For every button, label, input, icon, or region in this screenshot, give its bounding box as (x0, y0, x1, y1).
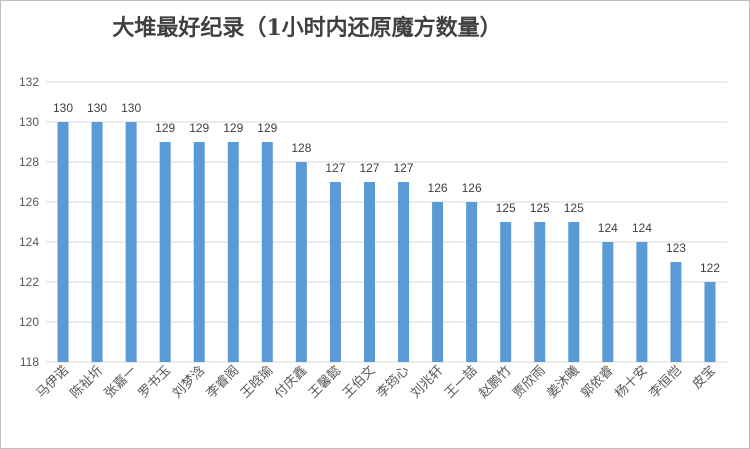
x-category-label: 罗书玉 (136, 363, 174, 401)
x-category-label: 陈祉圻 (67, 363, 106, 402)
bar (91, 122, 103, 362)
x-category-label: 李恒恺 (647, 363, 685, 401)
y-tick-label: 122 (19, 275, 39, 289)
bar (295, 162, 307, 362)
data-label: 129 (189, 121, 209, 135)
bar (636, 242, 648, 362)
bar (568, 222, 580, 362)
y-tick-label: 132 (19, 75, 39, 89)
data-label: 127 (359, 161, 379, 175)
data-label: 129 (257, 121, 277, 135)
y-tick-label: 128 (19, 155, 39, 169)
y-axis-ticks: 118 120 122 124 126 128 130 132 (19, 75, 39, 369)
x-category-label: 王晗瑜 (237, 363, 276, 402)
data-label: 128 (291, 141, 311, 155)
x-category-label: 贾欣雨 (510, 363, 548, 401)
data-label: 129 (223, 121, 243, 135)
y-tick-label: 120 (19, 315, 39, 329)
x-category-label: 李睿阁 (204, 363, 242, 401)
bars (57, 122, 716, 362)
data-label: 130 (121, 101, 141, 115)
data-label: 125 (496, 201, 516, 215)
bar (363, 182, 375, 362)
bar (261, 142, 273, 362)
data-label: 129 (155, 121, 175, 135)
data-label: 127 (394, 161, 414, 175)
bar (398, 182, 410, 362)
x-category-label: 张嘉一 (102, 363, 140, 401)
data-label: 130 (53, 101, 73, 115)
data-label: 124 (598, 221, 618, 235)
y-tick-label: 126 (19, 195, 39, 209)
data-label: 125 (530, 201, 550, 215)
bar (466, 202, 478, 362)
bar (500, 222, 512, 362)
data-labels: 130 130 130 129 129 129 129 128 127 127 127 126 126 1… (53, 101, 720, 275)
x-category-label: 姜沐曦 (544, 363, 583, 402)
y-tick-label: 118 (20, 355, 39, 369)
bar (227, 142, 239, 362)
data-label: 126 (428, 181, 448, 195)
x-category-label: 王伯文 (340, 363, 378, 401)
data-label: 122 (700, 261, 720, 275)
bar (670, 262, 682, 362)
x-category-label: 马伊诺 (34, 363, 72, 401)
y-tick-label: 124 (19, 235, 39, 249)
x-category-label: 李筠心 (373, 363, 412, 402)
bar (125, 122, 137, 362)
gridlines (46, 81, 727, 363)
bar (193, 142, 205, 362)
x-category-label: 付庆鑫 (271, 363, 310, 402)
x-category-label: 赵鹏竹 (476, 363, 514, 401)
y-tick-label: 130 (19, 115, 39, 129)
x-category-label: 刘梦浛 (169, 363, 208, 402)
x-category-label: 杨十安 (613, 363, 651, 401)
bar (57, 122, 69, 362)
data-label: 126 (462, 181, 482, 195)
chart-title: 大堆最好纪录（1小时内还原魔方数量） (112, 15, 501, 41)
bar (329, 182, 341, 362)
x-category-label: 王一喆 (442, 363, 480, 401)
bar (534, 222, 546, 362)
data-label: 124 (632, 221, 652, 235)
bar (432, 202, 444, 362)
x-axis-categories: 马伊诺陈祉圻张嘉一罗书玉刘梦浛李睿阁王晗瑜付庆鑫王馨懿王伯文李筠心刘兆轩王一喆赵… (34, 363, 719, 402)
data-label: 123 (666, 241, 686, 255)
x-category-label: 王馨懿 (305, 363, 344, 402)
x-category-label: 皮宝 (690, 363, 719, 392)
data-label: 130 (87, 101, 107, 115)
bar (159, 142, 171, 362)
bar (602, 242, 614, 362)
data-label: 127 (325, 161, 345, 175)
x-category-label: 郭依睿 (578, 363, 617, 402)
data-label: 125 (564, 201, 584, 215)
bar (704, 282, 716, 362)
x-category-label: 刘兆轩 (408, 363, 446, 401)
